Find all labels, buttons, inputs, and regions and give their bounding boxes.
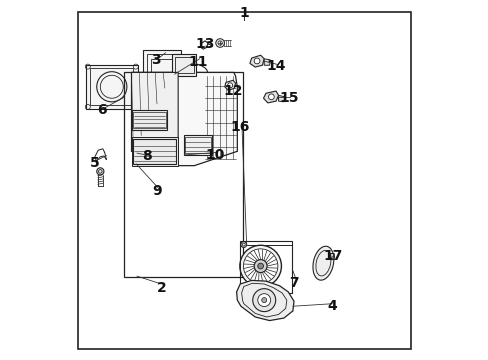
Text: 6: 6 xyxy=(97,103,106,117)
Bar xyxy=(133,112,165,129)
Polygon shape xyxy=(263,91,278,103)
Polygon shape xyxy=(86,65,137,109)
Bar xyxy=(174,57,194,73)
Text: 14: 14 xyxy=(266,59,285,73)
Text: 12: 12 xyxy=(223,84,242,98)
Text: 5: 5 xyxy=(89,156,99,170)
Text: 10: 10 xyxy=(205,148,224,162)
Text: 1: 1 xyxy=(239,6,249,20)
Circle shape xyxy=(254,58,260,64)
Polygon shape xyxy=(249,55,264,67)
Polygon shape xyxy=(131,137,178,166)
Bar xyxy=(240,241,292,293)
Bar xyxy=(183,135,212,155)
Circle shape xyxy=(243,249,277,283)
Bar xyxy=(133,139,176,164)
Text: 7: 7 xyxy=(288,276,298,290)
Circle shape xyxy=(257,294,270,307)
Bar xyxy=(124,72,242,277)
Text: 2: 2 xyxy=(156,280,166,294)
Bar xyxy=(184,136,210,153)
Circle shape xyxy=(227,83,232,88)
Ellipse shape xyxy=(312,246,333,280)
Polygon shape xyxy=(278,95,284,102)
Text: 8: 8 xyxy=(142,149,151,163)
Polygon shape xyxy=(236,280,293,320)
Circle shape xyxy=(241,242,246,247)
Text: 16: 16 xyxy=(230,120,249,134)
Text: 13: 13 xyxy=(195,37,214,51)
Polygon shape xyxy=(264,59,270,65)
Bar xyxy=(172,54,196,76)
Text: 11: 11 xyxy=(188,55,207,69)
Bar xyxy=(131,110,167,130)
Text: 4: 4 xyxy=(327,299,337,313)
Circle shape xyxy=(254,260,266,273)
Circle shape xyxy=(257,263,263,269)
Circle shape xyxy=(97,168,104,175)
Polygon shape xyxy=(131,72,237,166)
Polygon shape xyxy=(131,72,178,166)
Circle shape xyxy=(239,245,281,287)
Polygon shape xyxy=(224,80,235,90)
Circle shape xyxy=(261,298,266,303)
Text: 3: 3 xyxy=(151,53,161,67)
Text: 17: 17 xyxy=(323,249,343,263)
Circle shape xyxy=(215,39,224,47)
Circle shape xyxy=(268,94,274,100)
Circle shape xyxy=(252,289,275,312)
Text: 9: 9 xyxy=(151,184,161,198)
Bar xyxy=(151,59,172,80)
Polygon shape xyxy=(143,50,180,87)
Text: 15: 15 xyxy=(279,91,299,105)
